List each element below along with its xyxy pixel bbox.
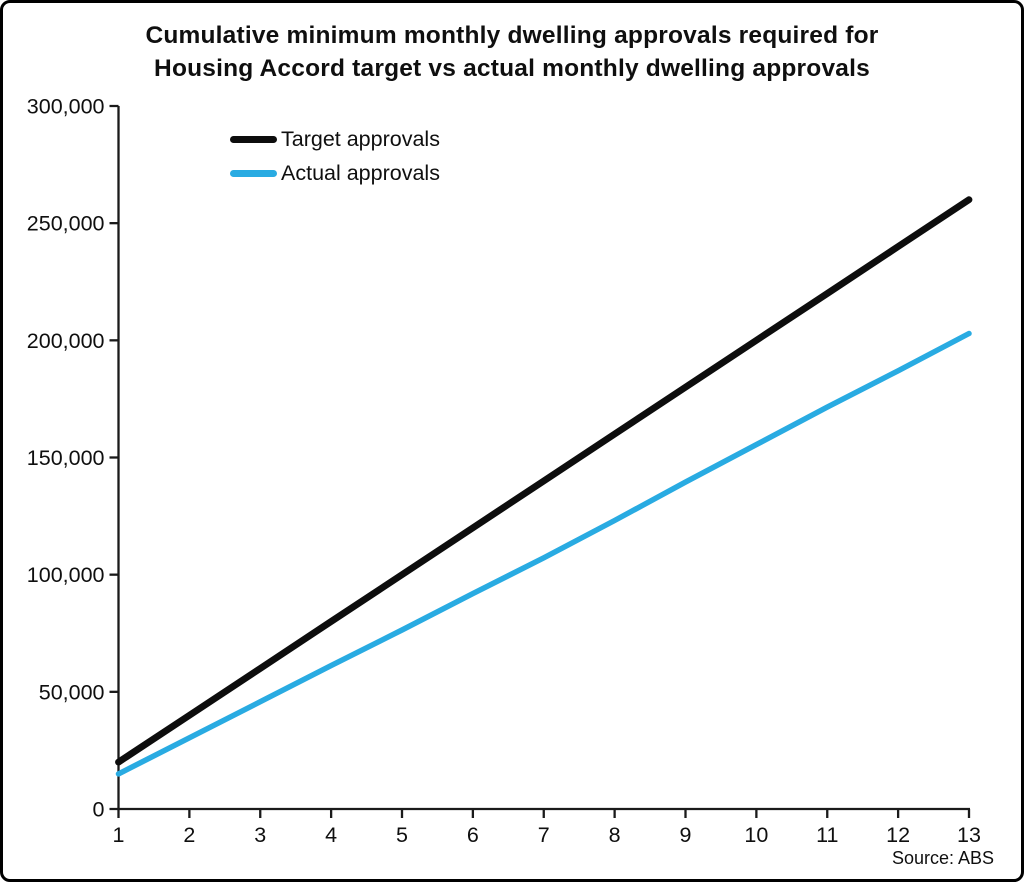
x-tick-label: 12 bbox=[886, 823, 910, 847]
chart-title-line1: Cumulative minimum monthly dwelling appr… bbox=[145, 22, 879, 49]
y-tick-label: 200,000 bbox=[27, 329, 105, 353]
chart-canvas: 0 50,000 100,000 150,000 200,000 250,000 300,0… bbox=[27, 95, 981, 848]
target-approvals-line bbox=[115, 196, 973, 766]
x-tick-label: 2 bbox=[183, 823, 195, 847]
x-tick-label: 4 bbox=[325, 823, 337, 847]
actual-line-swatch bbox=[230, 169, 277, 177]
source-note: Source: ABS bbox=[891, 848, 994, 868]
target-line-swatch bbox=[230, 135, 277, 143]
y-tick-label: 100,000 bbox=[27, 563, 105, 587]
x-tick-label: 13 bbox=[957, 823, 981, 847]
chart-legend: Target approvals Actual approvals bbox=[230, 122, 440, 190]
chart-title: Cumulative minimum monthly dwelling appr… bbox=[3, 19, 1021, 85]
actual-approvals-line bbox=[115, 330, 972, 777]
x-tick-label: 9 bbox=[680, 823, 692, 847]
x-tick-label: 11 bbox=[816, 823, 838, 847]
y-tick-label: 250,000 bbox=[27, 212, 105, 236]
x-tick-label: 5 bbox=[396, 823, 408, 847]
chart-title-line2: Housing Accord target vs actual monthly … bbox=[154, 55, 870, 82]
legend-label-target: Target approvals bbox=[281, 126, 440, 151]
y-tick-label: 50,000 bbox=[39, 680, 105, 704]
y-tick-label: 300,000 bbox=[27, 95, 105, 119]
legend-label-actual: Actual approvals bbox=[281, 160, 440, 185]
x-tick-label: 3 bbox=[254, 823, 266, 847]
x-tick-label: 1 bbox=[113, 823, 125, 847]
y-tick-label: 150,000 bbox=[27, 446, 105, 470]
legend-entry-actual: Actual approvals bbox=[230, 156, 440, 190]
x-tick-label: 8 bbox=[609, 823, 621, 847]
y-tick-label: 0 bbox=[93, 798, 105, 822]
legend-entry-target: Target approvals bbox=[230, 122, 440, 156]
x-tick-label: 10 bbox=[744, 823, 768, 847]
x-tick-label: 6 bbox=[467, 823, 479, 847]
x-tick-label: 7 bbox=[538, 823, 550, 847]
